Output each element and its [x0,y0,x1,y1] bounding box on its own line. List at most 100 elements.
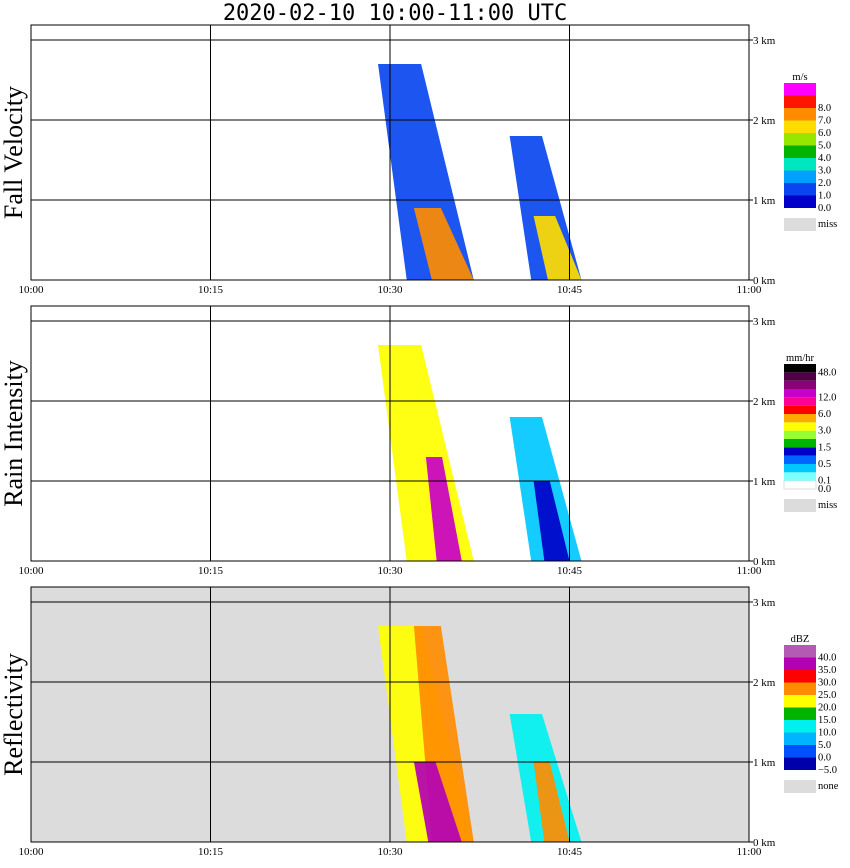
echo-cell-3 [413,762,462,842]
colorbar-label: 35.0 [818,665,836,676]
y-tick-label: 2 km [753,115,776,127]
colorbar-unit: mm/hr [786,353,815,364]
colorbar-unit: dBZ [791,634,810,645]
colorbar-swatch [784,430,816,439]
panel-ylabel: Reflectivity [0,653,28,776]
colorbar-unit: m/s [792,72,807,83]
colorbar-label: 6.0 [818,128,831,139]
y-tick-label: 2 km [753,396,776,408]
x-tick-label: 10:30 [377,565,403,577]
x-tick-label: 10:45 [557,565,583,577]
colorbar-swatch [784,720,816,733]
colorbar-label: 30.0 [818,678,836,689]
x-tick-label: 10:15 [198,565,224,577]
colorbar-label: 2.0 [818,178,831,189]
colorbar-swatch [784,745,816,758]
colorbar-label: 48.0 [818,367,836,378]
x-tick-label: 10:00 [18,284,44,296]
missing-swatch [784,780,816,793]
panel-1: 10:00 10:15 10:30 10:45 11:000 km 1 km 2 km 3 k… [0,24,837,296]
panel-ylabel: Rain Intensity [0,360,28,507]
colorbar-swatch [784,83,816,96]
missing-label: miss [818,219,837,230]
colorbar-swatch [784,670,816,683]
colorbar-label: 15.0 [818,715,836,726]
missing-swatch [784,218,816,231]
y-tick-label: 0 km [753,275,776,287]
colorbar-label: 20.0 [818,703,836,714]
colorbar-label: 0.0 [818,753,831,764]
colorbar-swatch [784,158,816,171]
colorbar-swatch [784,380,816,389]
colorbar-swatch [784,145,816,158]
colorbar-label: 0.0 [818,203,831,214]
colorbar-label: 6.0 [818,409,831,420]
y-tick-label: 1 km [753,476,776,488]
colorbar-label: 3.0 [818,426,831,437]
plot-frame [30,24,750,281]
colorbar-swatch [784,414,816,423]
x-tick-label: 10:00 [18,846,44,858]
colorbar-swatch [784,472,816,481]
y-tick-label: 0 km [753,837,776,849]
missing-label: miss [818,500,837,511]
colorbar-label: 1.5 [818,442,831,453]
echo-cell-1 [378,64,474,280]
colorbar-label: 12.0 [818,392,836,403]
colorbar-swatch [784,108,816,121]
colorbar-swatch [784,133,816,146]
y-tick-label: 0 km [753,556,776,568]
x-tick-label: 10:30 [377,284,403,296]
colorbar-swatch [784,682,816,695]
panel-2: 10:00 10:15 10:30 10:45 11:000 km 1 km 2 km 3 k… [0,305,837,577]
colorbar-swatch [784,455,816,464]
colorbar-label: 40.0 [818,653,836,664]
echo-cell-2 [425,457,462,561]
colorbar-label: 1.0 [818,191,831,202]
x-tick-label: 10:15 [198,284,224,296]
x-tick-label: 10:00 [18,565,44,577]
colorbar-label: 0.0 [818,484,831,495]
colorbar-swatch [784,397,816,406]
colorbar-swatch [784,464,816,473]
chart-title: 2020-02-10 10:00-11:00 UTC [222,1,568,26]
colorbar-swatch [784,195,816,208]
y-tick-label: 2 km [753,677,776,689]
colorbar-label: 4.0 [818,153,831,164]
colorbar-swatch [784,757,816,770]
x-tick-label: 10:15 [198,846,224,858]
colorbar-swatch [784,439,816,448]
colorbar-swatch [784,695,816,708]
colorbar-label: 8.0 [818,103,831,114]
plot-frame [30,305,750,562]
echo-cell-5 [533,762,570,842]
colorbar-label: 10.0 [818,728,836,739]
colorbar-swatch [784,422,816,431]
colorbar-label: 5.0 [818,141,831,152]
colorbar-label: 3.0 [818,166,831,177]
x-tick-label: 10:45 [557,846,583,858]
colorbar-swatch [783,480,817,490]
echo-cell-4 [533,481,570,561]
colorbar-swatch [784,707,816,720]
colorbar-swatch [784,645,816,658]
plot-frame [30,586,750,843]
echo-cell-2 [413,208,474,280]
x-tick-label: 11:00 [737,565,762,577]
y-tick-label: 1 km [753,195,776,207]
x-tick-label: 11:00 [737,846,762,858]
x-tick-label: 11:00 [737,284,762,296]
x-tick-label: 10:30 [377,846,403,858]
colorbar-label: 5.0 [818,740,831,751]
colorbar-swatch [784,447,816,456]
colorbar-swatch [784,95,816,108]
colorbar-label: −5.0 [818,765,837,776]
panel-ylabel: Fall Velocity [0,86,28,219]
panel-3: 10:00 10:15 10:30 10:45 11:000 km 1 km 2 km 3 k… [0,586,839,858]
x-tick-label: 10:45 [557,284,583,296]
colorbar-swatch [784,657,816,670]
missing-swatch [784,499,816,512]
y-tick-label: 1 km [753,757,776,769]
missing-label: none [818,781,839,792]
